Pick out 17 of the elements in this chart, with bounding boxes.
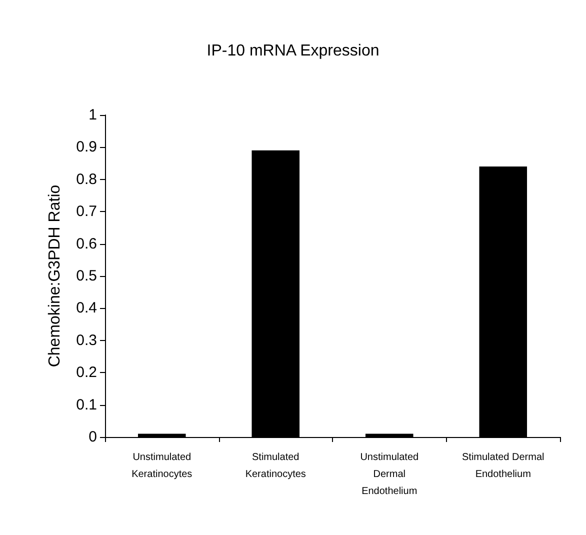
y-axis-title: Chemokine:G3PDH Ratio xyxy=(46,184,64,368)
x-tick-label: Stimulated Keratinocytes xyxy=(245,452,306,480)
y-tick-label: 0.1 xyxy=(76,396,97,414)
x-tick-label: Unstimulated Dermal Endothelium xyxy=(360,452,419,497)
y-tick-label: 0.8 xyxy=(76,170,97,188)
x-tick-label: Unstimulated Keratinocytes xyxy=(132,452,192,480)
y-tick-label: 0.6 xyxy=(76,235,97,252)
y-tick-label: 0.2 xyxy=(76,364,97,382)
x-tick-label: Stimulated Dermal Endothelium xyxy=(462,452,544,480)
y-tick-label: 0.4 xyxy=(76,300,97,317)
y-tick-label: 1 xyxy=(88,106,97,124)
y-tick-label: 0.3 xyxy=(76,332,97,349)
y-tick-label: 0.5 xyxy=(76,268,97,284)
y-tick-label: 0.9 xyxy=(76,138,97,156)
chart-title: IP-10 mRNA Expression xyxy=(206,42,380,60)
y-tick-label: 0 xyxy=(88,428,97,446)
y-tick-label: 0.7 xyxy=(76,203,97,220)
